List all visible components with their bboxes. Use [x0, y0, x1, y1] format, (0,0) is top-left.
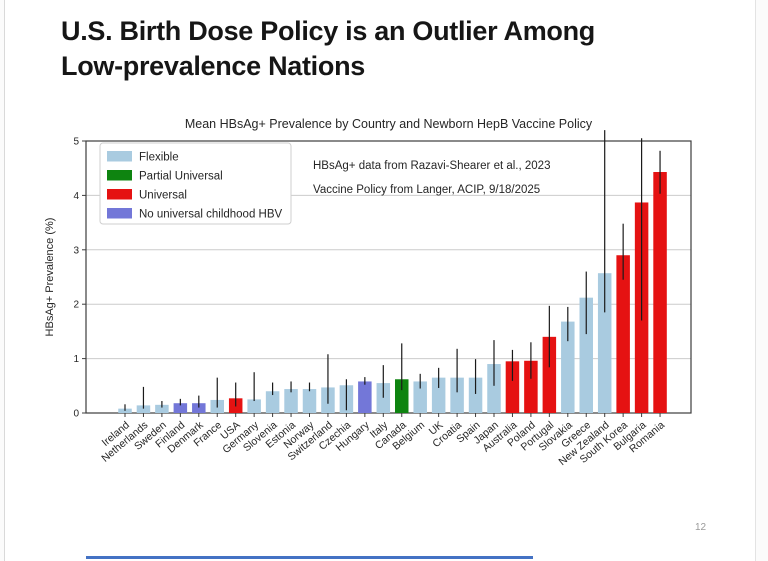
slide-title-line1: U.S. Birth Dose Policy is an Outlier Amo…: [61, 16, 595, 46]
presentation-slide: U.S. Birth Dose Policy is an Outlier Amo…: [4, 0, 756, 561]
prevalence-bar-chart: 012345IrelandNetherlandsSwedenFinlandDen…: [44, 117, 692, 468]
y-tick-label-0: 0: [73, 409, 79, 420]
y-tick-label-1: 1: [73, 354, 79, 365]
y-tick-label-2: 2: [73, 300, 79, 311]
legend-swatch-no-universal-childhood-hbv: [107, 208, 132, 219]
bar-slovenia: [265, 391, 280, 413]
legend-swatch-partial-universal: [107, 170, 132, 181]
bar-italy: [376, 383, 391, 413]
bar-uk: [431, 377, 446, 413]
annotation-2: Vaccine Policy from Langer, ACIP, 9/18/2…: [313, 184, 540, 196]
bar-germany: [247, 399, 261, 413]
bar-greece: [579, 297, 593, 413]
bar-japan: [487, 364, 501, 413]
legend-swatch-flexible: [107, 151, 132, 162]
bar-south-korea: [616, 255, 630, 413]
y-tick-label-5: 5: [73, 137, 79, 148]
y-axis-label: HBsAg+ Prevalence (%): [44, 218, 56, 337]
legend-label-partial-universal: Partial Universal: [139, 171, 223, 183]
bar-spain: [468, 377, 483, 413]
y-tick-label-4: 4: [73, 191, 79, 202]
bar-poland: [524, 360, 538, 413]
video-progress-strip: [86, 556, 533, 559]
bar-netherlands: [136, 405, 151, 413]
bar-finland: [173, 403, 188, 413]
bar-canada: [395, 379, 409, 413]
legend-label-no-universal-childhood-hbv: No universal childhood HBV: [139, 209, 283, 221]
bar-australia: [505, 361, 520, 413]
bar-romania: [653, 172, 667, 413]
bar-estonia: [284, 389, 298, 413]
bar-denmark: [192, 403, 206, 413]
chart-title: Mean HBsAg+ Prevalence by Country and Ne…: [185, 117, 593, 131]
bar-sweden: [155, 404, 169, 413]
slide-title: U.S. Birth Dose Policy is an Outlier Amo…: [61, 14, 701, 84]
bar-hungary: [358, 381, 372, 413]
bar-norway: [302, 389, 317, 413]
bar-belgium: [413, 381, 427, 413]
bar-portugal: [542, 336, 557, 413]
bar-slovakia: [561, 321, 575, 413]
page-number: 12: [695, 522, 707, 533]
legend-box: [99, 142, 292, 225]
bar-new-zealand: [597, 273, 612, 413]
y-tick-label-3: 3: [73, 245, 79, 256]
slide-title-line2: Low-prevalence Nations: [61, 51, 365, 81]
annotation-1: HBsAg+ data from Razavi-Shearer et al., …: [313, 160, 550, 172]
legend-label-flexible: Flexible: [139, 152, 179, 164]
legend-swatch-universal: [107, 189, 132, 200]
bar-croatia: [450, 377, 464, 413]
legend-label-universal: Universal: [139, 190, 187, 202]
